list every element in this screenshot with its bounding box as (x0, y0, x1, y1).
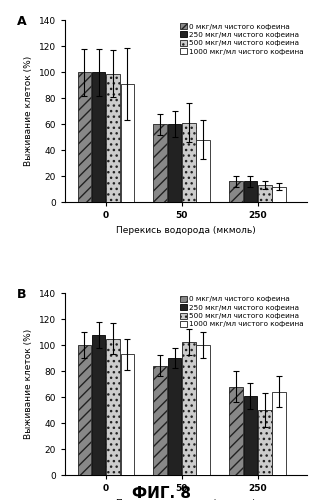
Bar (92, 334, 105, 475)
Bar (196, 140, 210, 202)
Bar (229, 386, 243, 475)
Bar (154, 124, 167, 202)
Legend: 0 мкг/мл чистого кофеина, 250 мкг/мл чистого кофеина, 500 мкг/мл чистого кофеина: 0 мкг/мл чистого кофеина, 250 мкг/мл чис… (178, 22, 306, 56)
Text: A: A (16, 15, 26, 28)
Bar (78, 345, 91, 475)
Legend: 0 мкг/мл чистого кофеина, 250 мкг/мл чистого кофеина, 500 мкг/мл чистого кофеина: 0 мкг/мл чистого кофеина, 250 мкг/мл чис… (178, 294, 306, 329)
X-axis label: Перекись водорода (мкмоль): Перекись водорода (мкмоль) (116, 226, 256, 234)
Bar (92, 72, 105, 202)
Bar (120, 84, 134, 202)
X-axis label: Перекись водорода (мкмоль): Перекись водорода (мкмоль) (116, 498, 256, 500)
Bar (120, 354, 134, 475)
Bar (78, 72, 91, 202)
Bar (272, 186, 286, 202)
Bar (182, 342, 196, 475)
Bar (182, 123, 196, 202)
Y-axis label: Выживание клеток (%): Выживание клеток (%) (24, 56, 33, 166)
Bar (168, 358, 181, 475)
Bar (168, 124, 181, 202)
Bar (244, 396, 257, 475)
Bar (258, 186, 271, 202)
Y-axis label: Выживание клеток (%): Выживание клеток (%) (24, 329, 33, 439)
Bar (229, 182, 243, 202)
Bar (244, 182, 257, 202)
Bar (258, 410, 271, 475)
Bar (106, 74, 120, 202)
Text: ФИГ. 8: ФИГ. 8 (131, 486, 191, 500)
Bar (106, 338, 120, 475)
Bar (272, 392, 286, 475)
Bar (196, 345, 210, 475)
Bar (154, 366, 167, 475)
Text: B: B (16, 288, 26, 300)
